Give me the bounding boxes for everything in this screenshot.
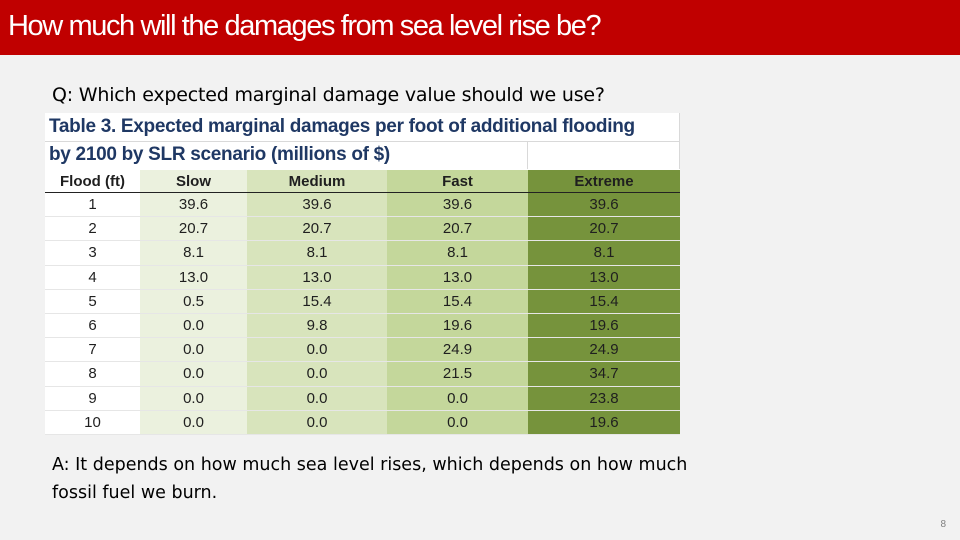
flood-cell: 1 (45, 192, 140, 218)
fast-cell: 19.6 (387, 313, 528, 339)
extreme-cell: 8.1 (528, 240, 680, 266)
medium-cell: 0.0 (247, 361, 387, 387)
extreme-cell: 13.0 (528, 265, 680, 290)
extreme-cell: 19.6 (528, 313, 680, 339)
table-row: 1 39.6 39.6 39.6 39.6 (45, 192, 680, 218)
table-row: 4 13.0 13.0 13.0 13.0 (45, 265, 680, 290)
flood-cell: 4 (45, 265, 140, 290)
medium-cell: 8.1 (247, 240, 387, 266)
header-fast: Fast (387, 170, 528, 193)
table-caption-line-1: Table 3. Expected marginal damages per f… (49, 116, 635, 137)
flood-cell: 7 (45, 337, 140, 363)
fast-cell: 39.6 (387, 192, 528, 218)
flood-cell: 9 (45, 386, 140, 411)
answer-text: A: It depends on how much sea level rise… (52, 455, 688, 503)
header-flood: Flood (ft) (45, 170, 140, 193)
fast-cell: 24.9 (387, 337, 528, 363)
caption-gridline (45, 141, 680, 142)
slow-cell: 13.0 (140, 265, 247, 290)
table-caption-line-2: by 2100 by SLR scenario (millions of $) (49, 144, 390, 165)
table-row: 5 0.5 15.4 15.4 15.4 (45, 289, 680, 314)
table-body: 1 39.6 39.6 39.6 39.6 2 20.7 20.7 20.7 20.7 3 8.1 8.… (45, 192, 680, 435)
fast-cell: 20.7 (387, 216, 528, 242)
flood-cell: 6 (45, 313, 140, 339)
medium-cell: 39.6 (247, 192, 387, 218)
slow-cell: 0.5 (140, 289, 247, 314)
fast-cell: 8.1 (387, 240, 528, 266)
medium-cell: 13.0 (247, 265, 387, 290)
header-extreme: Extreme (528, 170, 680, 193)
slow-cell: 20.7 (140, 216, 247, 242)
slow-cell: 0.0 (140, 386, 247, 411)
flood-cell: 2 (45, 216, 140, 242)
table-header-row: Flood (ft) Slow Medium Fast Extreme (45, 170, 680, 193)
fast-cell: 0.0 (387, 410, 528, 435)
medium-cell: 9.8 (247, 313, 387, 339)
damages-table: Flood (ft) Slow Medium Fast Extreme 1 39.… (45, 170, 680, 435)
medium-cell: 20.7 (247, 216, 387, 242)
caption-gridline (527, 141, 528, 169)
slow-cell: 39.6 (140, 192, 247, 218)
header-medium: Medium (247, 170, 387, 193)
flood-cell: 8 (45, 361, 140, 387)
extreme-cell: 39.6 (528, 192, 680, 218)
slide-title: How much will the damages from sea level… (8, 10, 602, 42)
title-bar: How much will the damages from sea level… (0, 0, 960, 55)
medium-cell: 0.0 (247, 386, 387, 411)
flood-cell: 10 (45, 410, 140, 435)
damages-table-image: Table 3. Expected marginal damages per f… (45, 113, 680, 435)
fast-cell: 13.0 (387, 265, 528, 290)
table-row: 8 0.0 0.0 21.5 34.7 (45, 361, 680, 387)
table-row: 9 0.0 0.0 0.0 23.8 (45, 386, 680, 411)
question-text: Q: Which expected marginal damage value … (52, 84, 605, 106)
table-row: 2 20.7 20.7 20.7 20.7 (45, 216, 680, 242)
medium-cell: 0.0 (247, 337, 387, 363)
fast-cell: 15.4 (387, 289, 528, 314)
extreme-cell: 23.8 (528, 386, 680, 411)
table-row: 3 8.1 8.1 8.1 8.1 (45, 240, 680, 266)
slow-cell: 0.0 (140, 313, 247, 339)
slow-cell: 0.0 (140, 337, 247, 363)
header-slow: Slow (140, 170, 247, 193)
table-row: 7 0.0 0.0 24.9 24.9 (45, 337, 680, 363)
extreme-cell: 24.9 (528, 337, 680, 363)
extreme-cell: 20.7 (528, 216, 680, 242)
slow-cell: 0.0 (140, 361, 247, 387)
medium-cell: 0.0 (247, 410, 387, 435)
table-row: 6 0.0 9.8 19.6 19.6 (45, 313, 680, 339)
page-number: 8 (940, 519, 946, 530)
flood-cell: 3 (45, 240, 140, 266)
flood-cell: 5 (45, 289, 140, 314)
slow-cell: 8.1 (140, 240, 247, 266)
extreme-cell: 19.6 (528, 410, 680, 435)
table-row: 10 0.0 0.0 0.0 19.6 (45, 410, 680, 435)
fast-cell: 21.5 (387, 361, 528, 387)
medium-cell: 15.4 (247, 289, 387, 314)
extreme-cell: 15.4 (528, 289, 680, 314)
caption-gridline (679, 113, 680, 169)
extreme-cell: 34.7 (528, 361, 680, 387)
slow-cell: 0.0 (140, 410, 247, 435)
fast-cell: 0.0 (387, 386, 528, 411)
